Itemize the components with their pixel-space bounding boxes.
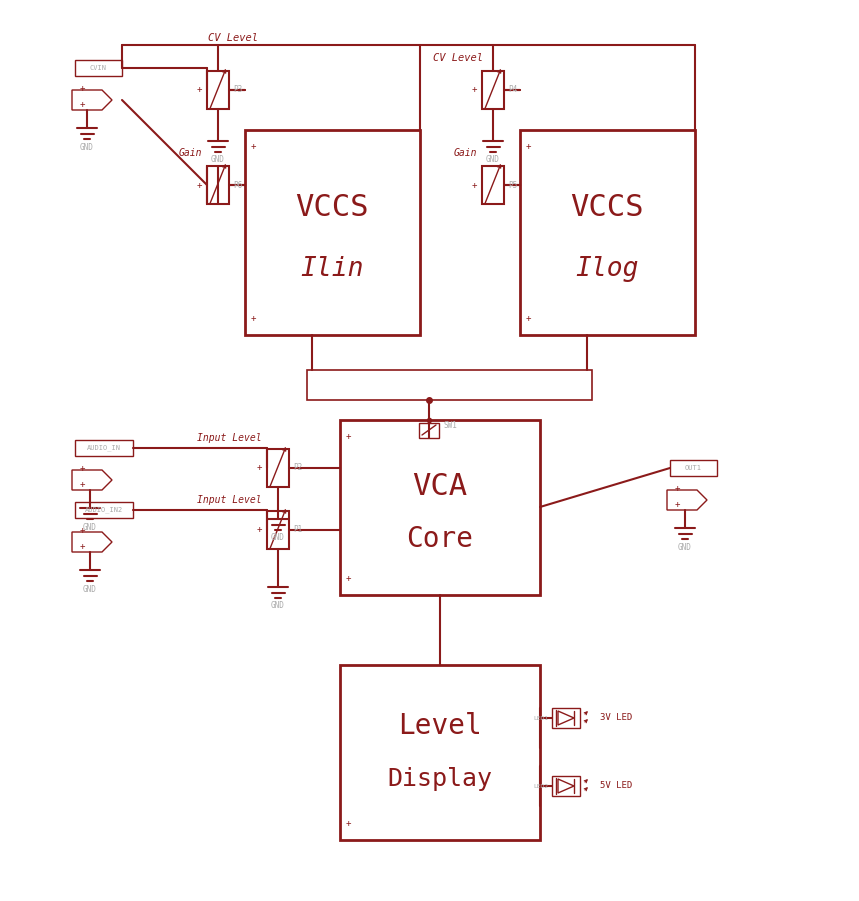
Text: Input Level: Input Level [198, 433, 262, 443]
Text: VCCS: VCCS [570, 194, 643, 223]
Text: +: + [80, 542, 85, 551]
Bar [340, 665, 540, 840]
Bar [482, 166, 504, 204]
Text: LED1: LED1 [533, 715, 548, 721]
Text: +: + [472, 86, 477, 95]
Text: VCCS: VCCS [295, 194, 369, 223]
Bar [419, 423, 439, 438]
Text: +: + [197, 180, 202, 189]
Text: 5V LED: 5V LED [600, 781, 632, 790]
Bar [75, 440, 133, 456]
Text: +: + [526, 314, 532, 323]
Text: GND: GND [678, 542, 692, 551]
Bar [340, 420, 540, 595]
Text: LED2: LED2 [533, 784, 548, 788]
Text: CV Level: CV Level [208, 33, 258, 43]
Bar [207, 71, 229, 109]
Text: Core: Core [406, 525, 473, 553]
Bar [245, 130, 420, 335]
Bar [75, 60, 122, 76]
Text: +: + [80, 84, 85, 93]
Text: 3V LED: 3V LED [600, 714, 632, 723]
Text: Input Level: Input Level [198, 495, 262, 505]
Text: +: + [346, 819, 351, 828]
Text: P5: P5 [508, 180, 517, 189]
Text: +: + [251, 142, 256, 151]
Bar [670, 460, 717, 476]
Bar [307, 370, 592, 400]
Text: AUDIO_IN2: AUDIO_IN2 [85, 506, 123, 514]
Text: +: + [346, 574, 351, 583]
Text: +: + [675, 500, 680, 509]
Bar [520, 130, 695, 335]
Bar [75, 502, 133, 518]
Text: GND: GND [83, 585, 97, 594]
Text: Ilin: Ilin [301, 257, 363, 282]
Text: GND: GND [83, 523, 97, 532]
Text: Display: Display [387, 767, 492, 791]
Text: GND: GND [486, 156, 500, 165]
Text: GND: GND [271, 533, 285, 542]
Text: +: + [675, 484, 680, 493]
Text: GND: GND [80, 142, 94, 151]
Bar [552, 708, 580, 728]
Text: Gain: Gain [454, 148, 477, 158]
Text: +: + [80, 480, 85, 489]
Text: GND: GND [211, 156, 225, 165]
Text: +: + [257, 463, 262, 472]
Text: +: + [80, 464, 85, 473]
Text: P3: P3 [233, 86, 242, 95]
Text: Level: Level [398, 713, 482, 741]
Text: P1: P1 [293, 525, 302, 534]
Bar [552, 776, 580, 796]
Text: CV Level: CV Level [433, 53, 483, 63]
Text: +: + [346, 432, 351, 441]
Text: AUDIO_IN: AUDIO_IN [87, 445, 121, 451]
Text: +: + [197, 86, 202, 95]
Text: +: + [472, 180, 477, 189]
Bar [267, 449, 289, 487]
Text: Ilog: Ilog [576, 257, 639, 282]
Text: P6: P6 [233, 180, 242, 189]
Text: +: + [80, 100, 85, 109]
Text: P4: P4 [508, 86, 517, 95]
Bar [267, 511, 289, 549]
Text: Gain: Gain [179, 148, 202, 158]
Bar [207, 166, 229, 204]
Text: +: + [257, 525, 262, 534]
Bar [482, 71, 504, 109]
Text: +: + [251, 314, 256, 323]
Text: OUT1: OUT1 [685, 465, 702, 471]
Text: VCA: VCA [412, 472, 467, 501]
Text: CVIN: CVIN [89, 65, 107, 71]
Text: GND: GND [271, 602, 285, 611]
Text: +: + [526, 142, 532, 151]
Text: SW1: SW1 [443, 421, 457, 430]
Text: +: + [80, 526, 85, 535]
Text: P2: P2 [293, 463, 302, 472]
